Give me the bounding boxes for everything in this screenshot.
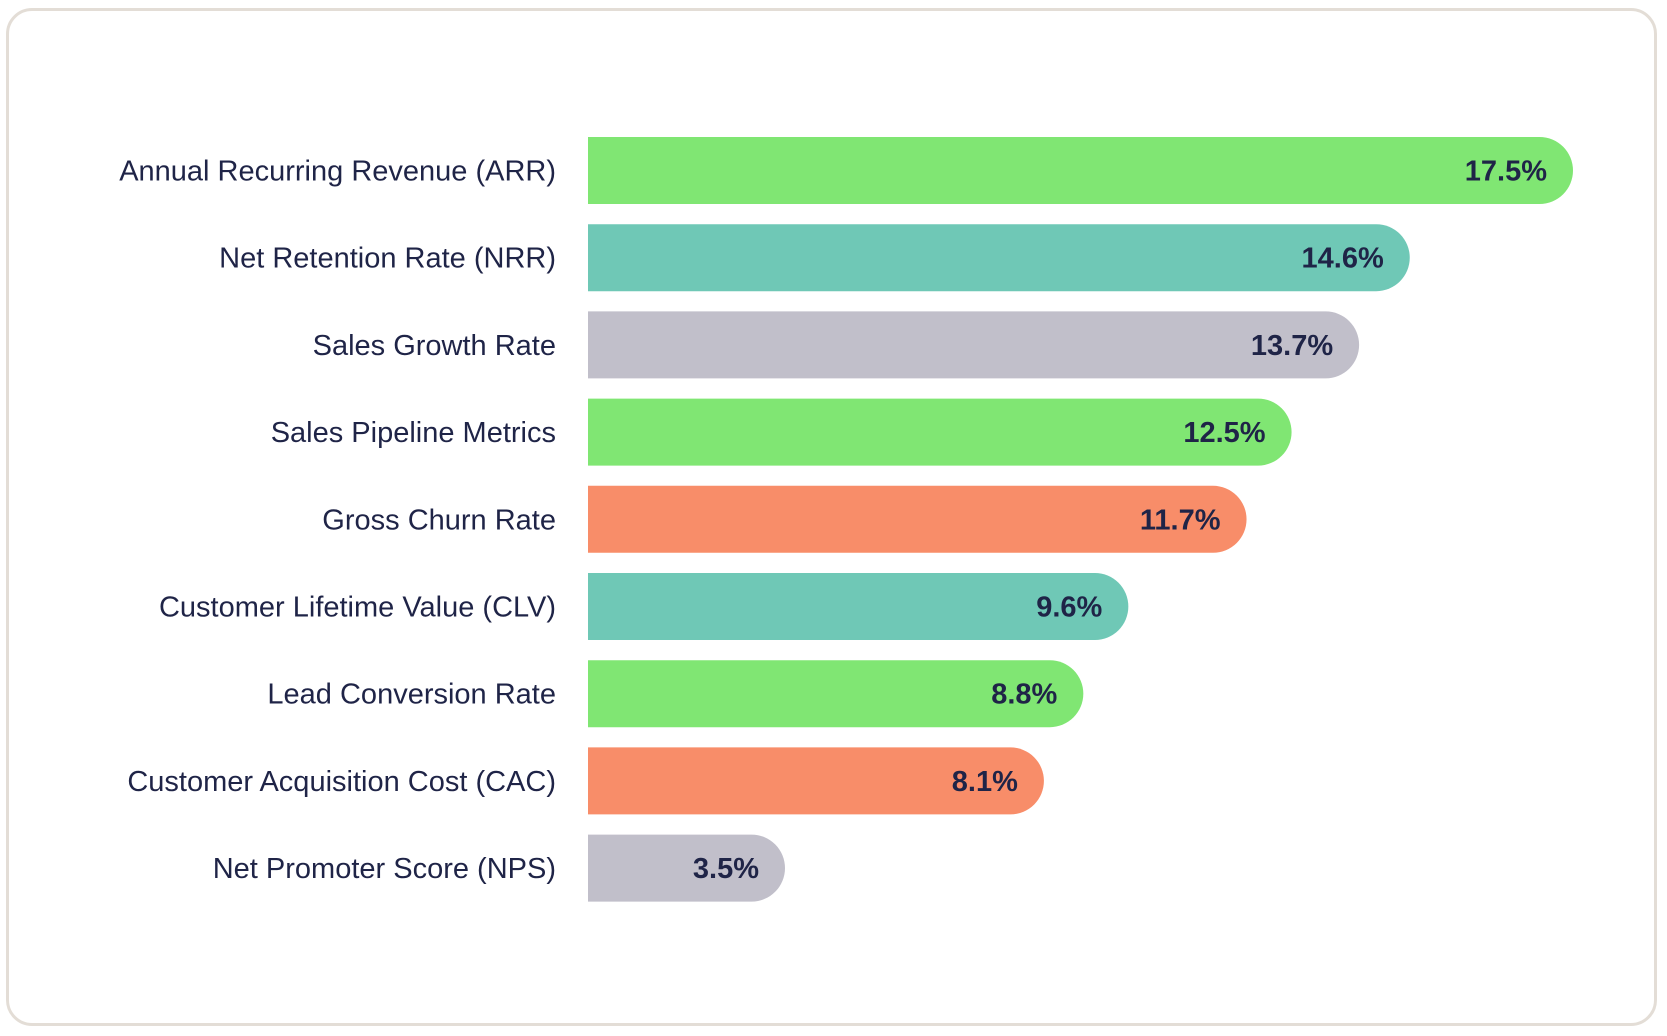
- value-label: 12.5%: [1183, 417, 1265, 449]
- value-label: 3.5%: [693, 853, 759, 885]
- category-label: Lead Conversion Rate: [267, 679, 556, 711]
- bar-1: [588, 137, 1573, 204]
- category-label: Gross Churn Rate: [322, 504, 556, 536]
- bar-6: [588, 573, 1129, 640]
- category-label: Net Retention Rate (NRR): [219, 243, 556, 275]
- bar-9: [588, 834, 785, 902]
- category-label: Customer Lifetime Value (CLV): [159, 592, 556, 624]
- value-label: 17.5%: [1465, 156, 1547, 188]
- value-label: 8.8%: [991, 679, 1057, 711]
- bar-8: [588, 747, 1044, 815]
- category-label: Sales Growth Rate: [313, 330, 556, 362]
- category-label: Net Promoter Score (NPS): [213, 853, 556, 885]
- category-label: Customer Acquisition Cost (CAC): [127, 766, 556, 798]
- bar-7: [588, 660, 1084, 728]
- value-label: 13.7%: [1251, 330, 1333, 362]
- value-label: 8.1%: [952, 766, 1018, 798]
- category-label: Sales Pipeline Metrics: [271, 417, 556, 449]
- value-label: 9.6%: [1036, 592, 1102, 624]
- value-label: 11.7%: [1140, 504, 1221, 536]
- bar-4: [588, 398, 1292, 466]
- value-label: 14.6%: [1302, 243, 1384, 275]
- bar-5: [588, 485, 1247, 553]
- bar-3: [588, 311, 1360, 379]
- bar-2: [588, 224, 1410, 292]
- category-label: Annual Recurring Revenue (ARR): [119, 156, 556, 188]
